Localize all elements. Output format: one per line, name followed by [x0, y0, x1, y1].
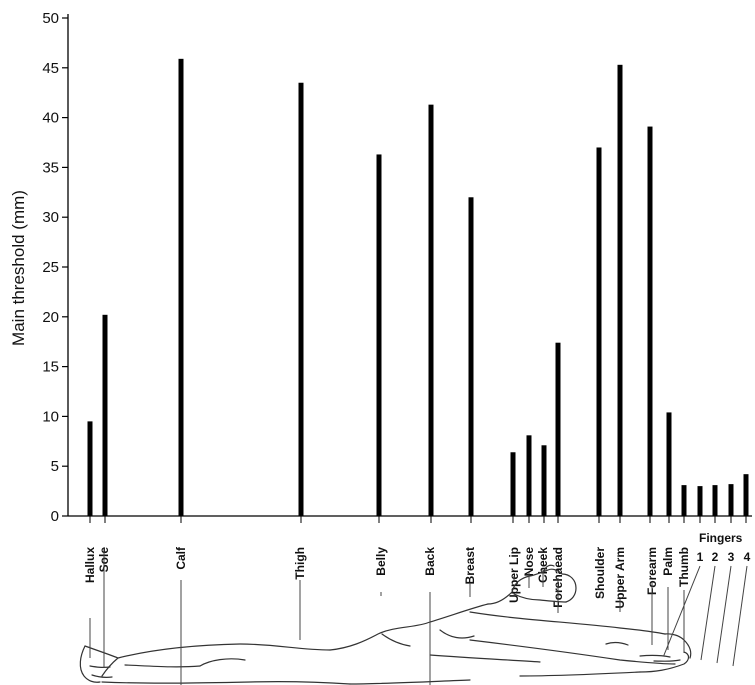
bar — [541, 445, 547, 516]
y-tick-label: 5 — [51, 458, 59, 475]
category-label: Breast — [463, 547, 477, 584]
y-tick-label: 10 — [42, 408, 59, 425]
reclining-human-figure — [79, 564, 692, 685]
y-tick-label: 0 — [51, 508, 59, 525]
y-axis-label: Main threshold (mm) — [9, 190, 28, 346]
category-labels: Hallux Sole Calf Thigh Belly Back Breast Upper … — [83, 546, 751, 609]
category-label: Palm — [661, 547, 675, 576]
bar — [87, 421, 93, 516]
bar — [617, 64, 623, 516]
category-label: 1 — [697, 550, 704, 564]
leader-line — [663, 565, 701, 657]
y-tick-label: 15 — [42, 359, 59, 376]
bar — [728, 484, 734, 516]
bar — [376, 154, 382, 516]
bar — [526, 435, 532, 516]
category-label: 2 — [712, 550, 719, 564]
y-tick-label: 35 — [42, 159, 59, 176]
category-label: Back — [423, 547, 437, 576]
bar — [743, 474, 749, 516]
bar — [647, 126, 653, 517]
category-label: Thigh — [293, 547, 307, 580]
y-tick-label: 25 — [42, 259, 59, 276]
fingers-group-label: Fingers — [699, 531, 743, 545]
category-label: Upper Arm — [613, 547, 627, 609]
bar — [666, 412, 672, 516]
bar — [555, 342, 561, 516]
leader-line — [716, 565, 732, 664]
y-tick-label: 30 — [42, 209, 59, 226]
y-tick-label: 40 — [42, 110, 59, 127]
category-label: Cheek — [536, 547, 550, 583]
y-tick-label: 20 — [42, 309, 59, 326]
bar — [428, 104, 434, 516]
leader-line — [732, 565, 748, 667]
category-label: Belly — [374, 547, 388, 576]
bar — [102, 314, 108, 516]
category-label: 4 — [744, 550, 751, 564]
bars — [87, 58, 749, 523]
y-axis: 0 5 10 15 20 25 30 35 40 45 50 — [42, 10, 752, 525]
bar — [298, 82, 304, 517]
bar — [712, 485, 718, 516]
bar — [681, 485, 687, 516]
y-tick-label: 45 — [42, 60, 59, 77]
category-label: Shoulder — [593, 547, 607, 599]
category-label: Thumb — [677, 547, 691, 587]
category-label: Forehaead — [551, 547, 565, 608]
category-label: Nose — [522, 547, 536, 577]
bar — [468, 197, 474, 516]
bar — [178, 58, 184, 516]
y-tick-label: 50 — [42, 10, 59, 27]
category-label: Forearm — [645, 547, 659, 595]
bar — [697, 486, 703, 516]
leader-line — [700, 565, 716, 661]
category-label: Calf — [174, 546, 188, 570]
category-label: Upper Lip — [507, 547, 521, 603]
category-label: 3 — [728, 550, 735, 564]
category-label: Hallux — [83, 547, 97, 583]
bar — [596, 147, 602, 517]
bar — [510, 452, 516, 516]
leader-lines — [89, 548, 748, 685]
